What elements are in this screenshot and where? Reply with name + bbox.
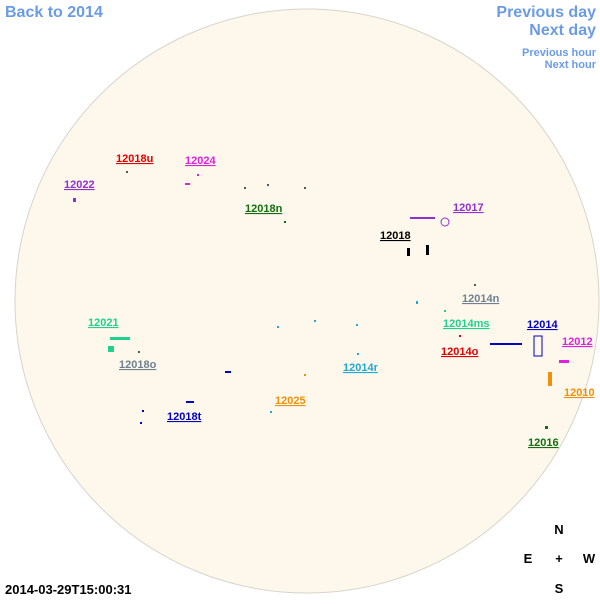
region-label[interactable]: 12014n [462,293,500,305]
region-label[interactable]: 12016 [528,437,559,449]
compass-north: N [554,522,563,537]
compass-west: W [583,551,596,566]
compass-center: + [555,551,563,566]
region-label[interactable]: 12018t [167,411,202,423]
back-link[interactable]: Back to 2014 [5,4,103,21]
region-label[interactable]: 12025 [275,395,306,407]
region-label[interactable]: 12018o [119,359,157,371]
spots [73,171,569,429]
region-label[interactable]: 12010 [564,387,595,399]
region-label[interactable]: 12012 [562,336,593,348]
region-label[interactable]: 12017 [453,202,484,214]
region-label[interactable]: 12018n [245,203,283,215]
region-label[interactable]: 12014 [527,319,558,331]
next-hour-link[interactable]: Next hour [545,59,597,71]
next-day-link[interactable]: Next day [529,22,596,39]
region-label[interactable]: 12021 [88,317,119,329]
compass-east: E [524,551,533,566]
compass-south: S [555,581,564,596]
region-label[interactable]: 12018 [380,230,411,242]
region-label[interactable]: 12024 [185,155,216,167]
region-label[interactable]: 12014o [441,346,479,358]
region-label[interactable]: 12014r [343,362,379,374]
solar-disk [14,8,600,594]
region-label[interactable]: 12022 [64,179,95,191]
previous-day-link[interactable]: Previous day [496,4,596,21]
region-label[interactable]: 12014ms [443,318,490,330]
timestamp: 2014-03-29T15:00:31 [5,582,131,597]
region-label[interactable]: 12018u [116,153,153,165]
previous-hour-link[interactable]: Previous hour [522,47,597,59]
